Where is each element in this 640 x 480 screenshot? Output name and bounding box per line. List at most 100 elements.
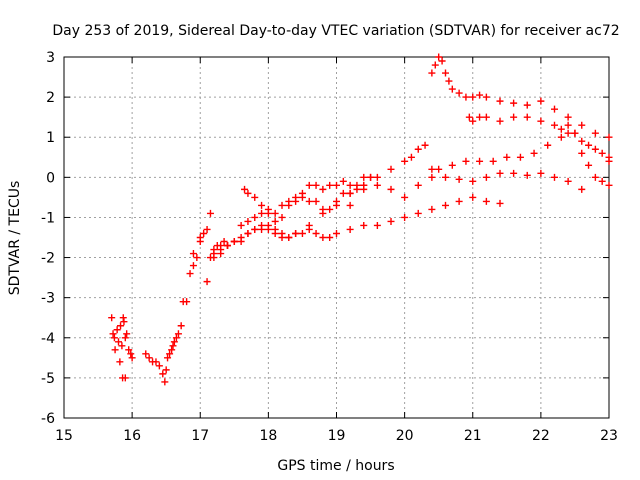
x-tick-label: 16 <box>123 428 141 444</box>
data-point <box>591 129 599 137</box>
data-point <box>469 93 477 101</box>
data-point <box>115 338 122 346</box>
data-point <box>193 254 201 262</box>
data-point <box>298 193 306 201</box>
data-point <box>312 229 320 237</box>
data-point <box>113 326 121 334</box>
data-point <box>166 350 174 358</box>
data-point <box>438 57 446 65</box>
data-point <box>264 209 272 217</box>
data-point <box>503 153 511 161</box>
data-point <box>462 93 470 101</box>
data-point <box>118 342 126 350</box>
data-point <box>169 342 177 350</box>
data-point <box>387 185 395 193</box>
data-point <box>224 242 231 250</box>
data-point <box>121 374 129 382</box>
data-point <box>578 185 586 193</box>
data-point <box>482 197 490 205</box>
data-point <box>319 185 327 193</box>
data-point <box>326 205 334 213</box>
data-point <box>455 175 463 183</box>
data-point <box>401 213 409 221</box>
data-point <box>510 113 518 121</box>
data-points <box>108 53 613 386</box>
data-point <box>142 350 150 358</box>
data-point <box>121 334 129 342</box>
data-point <box>278 234 286 241</box>
data-point <box>312 181 320 189</box>
y-tick-label: 2 <box>46 90 55 106</box>
data-point <box>605 181 613 189</box>
data-point <box>578 121 586 129</box>
data-point <box>469 177 477 185</box>
data-point <box>442 201 449 209</box>
series-upper-c <box>557 121 613 189</box>
data-point <box>200 229 208 237</box>
data-point <box>346 189 354 197</box>
data-point <box>174 330 182 338</box>
data-point <box>119 314 127 322</box>
series-rise-d <box>241 169 586 241</box>
data-point <box>465 113 473 121</box>
data-point <box>414 181 422 189</box>
data-point <box>476 113 484 121</box>
data-point <box>557 133 565 141</box>
data-point <box>164 354 172 362</box>
data-point <box>251 213 259 221</box>
data-point <box>360 221 368 229</box>
data-point <box>557 125 565 133</box>
data-point <box>217 250 225 258</box>
data-point <box>455 89 463 97</box>
series-upper-a <box>428 53 613 141</box>
data-point <box>278 213 286 221</box>
data-point <box>585 161 593 169</box>
data-point <box>585 141 593 149</box>
y-tick-label: 1 <box>46 130 55 146</box>
data-point <box>271 217 279 225</box>
data-point <box>401 193 409 201</box>
data-point <box>244 217 252 225</box>
data-point <box>186 270 194 278</box>
data-point <box>537 117 545 125</box>
data-point <box>271 209 279 217</box>
data-point <box>551 121 558 129</box>
data-point <box>591 145 599 153</box>
data-point <box>170 338 178 346</box>
data-point <box>387 165 395 173</box>
data-point <box>421 141 429 149</box>
data-point <box>401 157 409 165</box>
data-point <box>360 173 368 181</box>
data-point <box>448 161 456 169</box>
data-point <box>578 137 586 145</box>
data-point <box>305 181 313 189</box>
series-rise-a <box>189 173 375 270</box>
data-point <box>445 77 453 85</box>
data-point <box>333 229 340 237</box>
data-point <box>523 101 531 109</box>
series-rise-b <box>186 173 375 286</box>
data-point <box>278 201 286 209</box>
data-point <box>496 97 504 105</box>
y-tick-label: 3 <box>46 50 55 66</box>
y-tick-label: -4 <box>41 331 55 347</box>
data-point <box>145 354 153 362</box>
data-point <box>110 334 118 342</box>
data-point <box>605 157 613 165</box>
data-point <box>469 193 477 201</box>
data-point <box>564 177 572 185</box>
data-point <box>537 169 545 177</box>
data-point <box>203 278 211 286</box>
data-point <box>373 181 381 189</box>
data-point <box>111 346 119 354</box>
data-point <box>537 97 545 105</box>
x-tick-label: 21 <box>464 428 482 444</box>
data-point <box>183 298 191 306</box>
data-point <box>428 69 436 77</box>
data-point <box>189 262 197 270</box>
data-point <box>292 229 300 237</box>
x-tick-label: 18 <box>259 428 277 444</box>
data-point <box>373 221 381 229</box>
data-point <box>237 238 245 246</box>
